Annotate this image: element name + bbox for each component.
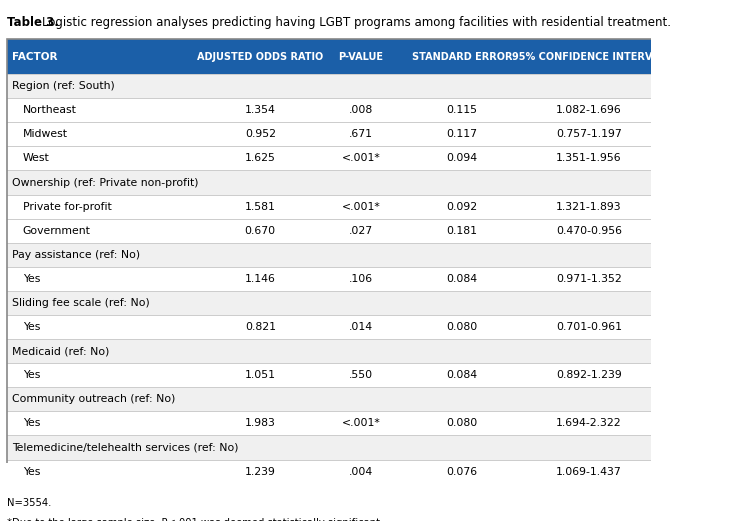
Text: <.001*: <.001* bbox=[342, 418, 381, 428]
Text: 1.051: 1.051 bbox=[245, 370, 276, 380]
Text: 0.084: 0.084 bbox=[447, 274, 478, 284]
Text: .671: .671 bbox=[349, 129, 373, 139]
Text: Yes: Yes bbox=[23, 370, 40, 380]
Text: 0.084: 0.084 bbox=[447, 370, 478, 380]
Text: Pay assistance (ref: No): Pay assistance (ref: No) bbox=[12, 250, 139, 260]
Bar bbox=[7, 74, 657, 98]
Text: 1.239: 1.239 bbox=[245, 467, 276, 477]
Text: Community outreach (ref: No): Community outreach (ref: No) bbox=[12, 394, 175, 404]
Bar bbox=[7, 122, 657, 146]
Text: .014: .014 bbox=[349, 322, 373, 332]
Text: 0.470-0.956: 0.470-0.956 bbox=[556, 226, 622, 235]
Text: 1.354: 1.354 bbox=[245, 105, 276, 115]
Text: Ownership (ref: Private non-profit): Ownership (ref: Private non-profit) bbox=[12, 178, 198, 188]
Text: 0.080: 0.080 bbox=[447, 322, 478, 332]
Text: 95% CONFIDENCE INTERVAL: 95% CONFIDENCE INTERVAL bbox=[512, 52, 666, 62]
Text: West: West bbox=[23, 154, 50, 164]
Text: .004: .004 bbox=[349, 467, 373, 477]
Text: 1.069-1.437: 1.069-1.437 bbox=[556, 467, 622, 477]
Text: 0.952: 0.952 bbox=[245, 129, 276, 139]
Text: Midwest: Midwest bbox=[23, 129, 68, 139]
Text: *Due to the large sample size, P<.001 was deemed statistically significant.: *Due to the large sample size, P<.001 wa… bbox=[7, 518, 383, 521]
Text: 0.757-1.197: 0.757-1.197 bbox=[556, 129, 622, 139]
Bar bbox=[7, 243, 657, 267]
Text: <.001*: <.001* bbox=[342, 202, 381, 212]
Bar bbox=[7, 387, 657, 412]
Text: Yes: Yes bbox=[23, 322, 40, 332]
Bar bbox=[7, 219, 657, 243]
Text: Medicaid (ref: No): Medicaid (ref: No) bbox=[12, 346, 109, 356]
Bar bbox=[7, 315, 657, 339]
Text: Telemedicine/telehealth services (ref: No): Telemedicine/telehealth services (ref: N… bbox=[12, 442, 238, 453]
Text: 0.094: 0.094 bbox=[447, 154, 478, 164]
Bar bbox=[7, 436, 657, 460]
Text: P-VALUE: P-VALUE bbox=[338, 52, 384, 62]
Text: 0.181: 0.181 bbox=[447, 226, 477, 235]
Text: Northeast: Northeast bbox=[23, 105, 76, 115]
Text: STANDARD ERROR: STANDARD ERROR bbox=[412, 52, 512, 62]
Text: N=3554.: N=3554. bbox=[7, 498, 51, 507]
Text: FACTOR: FACTOR bbox=[12, 52, 57, 62]
Bar bbox=[7, 40, 657, 74]
Text: 0.821: 0.821 bbox=[245, 322, 276, 332]
Text: Table 3.: Table 3. bbox=[7, 16, 59, 29]
Text: <.001*: <.001* bbox=[342, 154, 381, 164]
Bar bbox=[7, 267, 657, 291]
Text: .550: .550 bbox=[349, 370, 373, 380]
Text: Yes: Yes bbox=[23, 274, 40, 284]
Bar bbox=[7, 339, 657, 363]
Bar bbox=[7, 412, 657, 436]
Bar bbox=[7, 460, 657, 483]
Text: 1.581: 1.581 bbox=[245, 202, 276, 212]
Text: 1.146: 1.146 bbox=[245, 274, 276, 284]
Bar bbox=[7, 98, 657, 122]
Text: Government: Government bbox=[23, 226, 91, 235]
Text: ADJUSTED ODDS RATIO: ADJUSTED ODDS RATIO bbox=[197, 52, 324, 62]
Text: .027: .027 bbox=[349, 226, 373, 235]
Bar bbox=[7, 146, 657, 170]
Text: 0.670: 0.670 bbox=[245, 226, 276, 235]
Bar bbox=[7, 291, 657, 315]
Text: 0.701-0.961: 0.701-0.961 bbox=[556, 322, 622, 332]
Bar bbox=[7, 363, 657, 387]
Text: 1.321-1.893: 1.321-1.893 bbox=[556, 202, 622, 212]
Text: 0.115: 0.115 bbox=[447, 105, 477, 115]
Text: 1.694-2.322: 1.694-2.322 bbox=[556, 418, 622, 428]
Text: .106: .106 bbox=[349, 274, 373, 284]
Text: 0.076: 0.076 bbox=[447, 467, 478, 477]
Text: .008: .008 bbox=[349, 105, 373, 115]
Text: Private for-profit: Private for-profit bbox=[23, 202, 111, 212]
Text: 1.351-1.956: 1.351-1.956 bbox=[556, 154, 622, 164]
Text: Sliding fee scale (ref: No): Sliding fee scale (ref: No) bbox=[12, 298, 149, 308]
Text: 1.625: 1.625 bbox=[245, 154, 276, 164]
Bar bbox=[7, 194, 657, 219]
Text: Region (ref: South): Region (ref: South) bbox=[12, 81, 114, 91]
Text: 1.983: 1.983 bbox=[245, 418, 276, 428]
Text: 0.080: 0.080 bbox=[447, 418, 478, 428]
Text: 0.971-1.352: 0.971-1.352 bbox=[556, 274, 622, 284]
Text: Logistic regression analyses predicting having LGBT programs among facilities wi: Logistic regression analyses predicting … bbox=[42, 16, 672, 29]
Bar bbox=[7, 170, 657, 194]
Text: 0.092: 0.092 bbox=[447, 202, 478, 212]
Text: 0.117: 0.117 bbox=[447, 129, 477, 139]
Text: 0.892-1.239: 0.892-1.239 bbox=[556, 370, 622, 380]
Text: 1.082-1.696: 1.082-1.696 bbox=[556, 105, 622, 115]
Text: Yes: Yes bbox=[23, 467, 40, 477]
Text: Yes: Yes bbox=[23, 418, 40, 428]
